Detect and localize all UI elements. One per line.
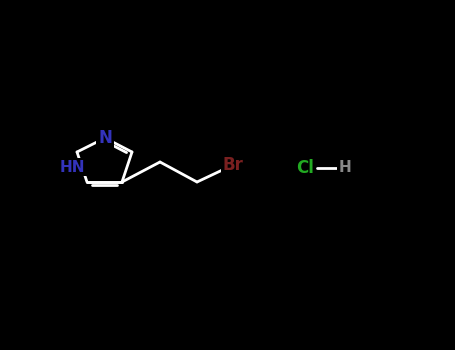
Text: H: H [339,161,351,175]
Text: Cl: Cl [296,159,314,177]
Text: N: N [98,129,112,147]
Text: HN: HN [59,160,85,175]
Text: Br: Br [222,156,243,174]
